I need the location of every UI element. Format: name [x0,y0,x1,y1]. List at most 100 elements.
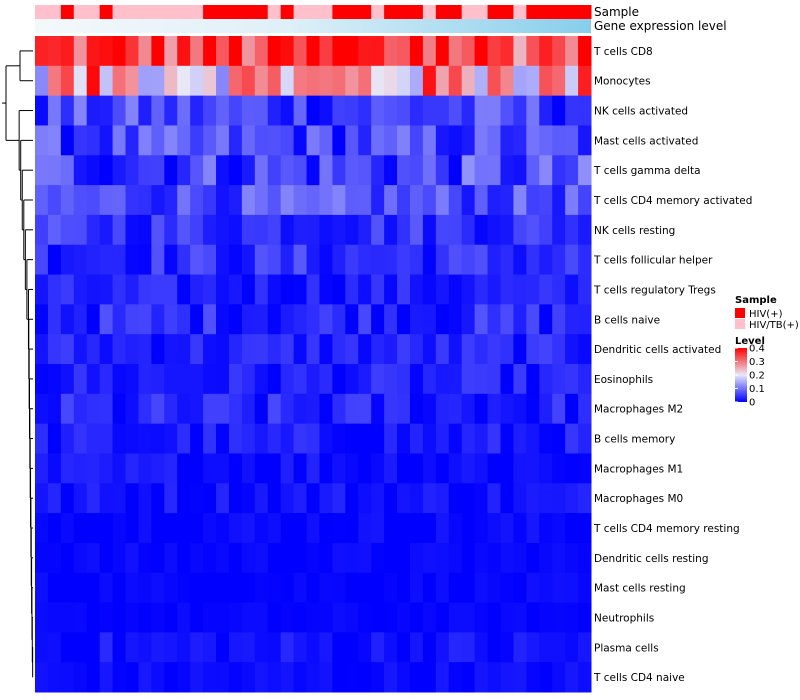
heatmap-cell [552,244,566,276]
heatmap-cell [578,572,592,604]
heatmap-cell [487,65,501,97]
heatmap-cell [409,662,424,693]
heatmap-cell [73,602,88,633]
heatmap-cell [487,155,501,186]
heatmap-cell [241,423,256,454]
heatmap-cell [397,304,411,335]
heatmap-cell [35,453,49,484]
heatmap-cell [461,364,476,395]
heatmap-cell [60,334,75,365]
heatmap-cell [435,483,450,514]
heatmap-cell [60,542,75,574]
heatmap-cell [177,542,191,574]
heatmap-cell [60,304,75,335]
heatmap-cell [539,36,553,67]
heatmap-cell [47,304,62,335]
heatmap-cell [254,36,269,67]
heatmap-cell [552,334,566,365]
heatmap-cell [138,304,152,335]
heatmap-cell [487,393,501,425]
heatmap-cell [371,65,385,97]
heatmap-cell [177,423,191,454]
sample-annotation-cell [228,5,243,19]
heatmap-cell [422,423,437,454]
heatmap-cell [216,304,230,335]
heatmap-cell [112,125,127,156]
heatmap-cell [578,334,592,365]
heatmap-cell [99,364,114,395]
heatmap-cell [60,185,75,216]
heatmap-cell [358,214,372,246]
heatmap-cell [500,423,514,454]
legend-level-tick-label: 0 [749,398,755,409]
heatmap-cell [448,125,463,156]
heatmap-cell [86,95,101,126]
heatmap-cell [397,185,411,216]
heatmap-cell [99,542,114,574]
heatmap-cell [125,244,139,276]
heatmap-cell [565,334,579,365]
heatmap-cell [190,274,204,305]
heatmap-cell [422,572,437,604]
heatmap-cell [164,662,178,693]
heatmap-cell [487,244,501,276]
heatmap-cell [448,36,463,67]
heatmap-cell [500,513,514,544]
row-label: Macrophages M2 [594,404,683,416]
heatmap-cell [164,632,178,663]
heatmap-cell [151,304,165,335]
heatmap-cell [565,602,579,633]
sample-annotation-cell [99,5,114,19]
heatmap-cell [319,453,333,484]
heatmap-cell [435,662,450,693]
heatmap-cell [345,274,359,305]
heatmap-cell [47,334,62,365]
heatmap-cell [474,65,489,97]
heatmap-cell [448,602,463,633]
heatmap-cell [461,244,476,276]
heatmap-cell [371,214,385,246]
heatmap-cell [565,185,579,216]
heatmap-cell [552,393,566,425]
heatmap-cell [358,304,372,335]
heatmap-cell [371,274,385,305]
heatmap-cell [293,214,308,246]
heatmap-cell [513,65,527,97]
heatmap-cell [228,542,243,574]
heatmap-cell [280,274,295,305]
heatmap-cell [435,602,450,633]
expression-annotation-bar [35,19,591,33]
heatmap-cell [164,542,178,574]
heatmap-cell [60,483,75,514]
heatmap-cell [319,483,333,514]
heatmap-cell [526,244,540,276]
heatmap-cell [448,95,463,126]
heatmap-cell [565,542,579,574]
heatmap-cell [216,185,230,216]
heatmap-cell [384,602,398,633]
heatmap-cell [358,334,372,365]
heatmap-cell [487,125,501,156]
heatmap-cell [461,393,476,425]
heatmap-cell [280,36,295,67]
sample-annotation-cell [513,5,527,19]
sample-annotation-cell [35,5,49,19]
heatmap-cell [138,155,152,186]
heatmap-cell [526,393,540,425]
heatmap-cell [306,155,320,186]
heatmap-cell [228,334,243,365]
heatmap-cell [513,513,527,544]
heatmap-cell [358,483,372,514]
heatmap-cell [267,304,282,335]
heatmap-cell [371,393,385,425]
heatmap-cell [293,185,308,216]
heatmap-cell [47,602,62,633]
heatmap-cell [552,214,566,246]
heatmap-cell [487,185,501,216]
heatmap-cell [216,244,230,276]
heatmap-cell [539,95,553,126]
heatmap-cell [526,125,540,156]
heatmap-cell [384,662,398,693]
heatmap-cell [177,572,191,604]
heatmap-cell [552,274,566,305]
